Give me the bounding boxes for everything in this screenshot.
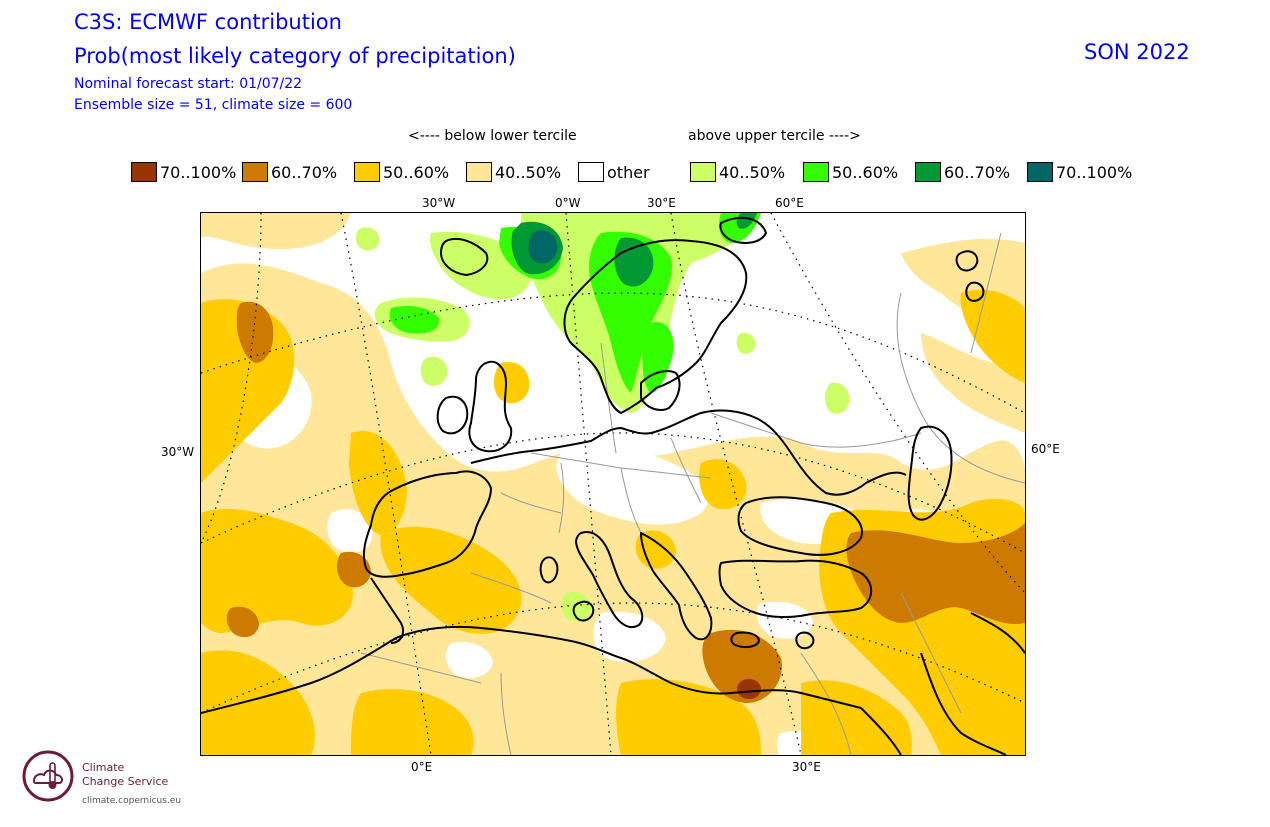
forecast-map-canvas [201, 213, 1025, 755]
below-70-100-region [737, 679, 761, 699]
below-60-70-region [226, 301, 1025, 703]
legend-item: 40..50% [466, 160, 561, 184]
logo-name-line1: Climate [82, 761, 125, 774]
coastlines [201, 216, 1025, 755]
legend-item: 40..50% [690, 160, 785, 184]
season-label: SON 2022 [1084, 40, 1190, 64]
legend-swatch [1027, 162, 1053, 182]
axis-label-top: 30°W [422, 196, 456, 210]
below-50-60-region [201, 289, 1025, 755]
legend-item: 60..70% [242, 160, 337, 184]
color-legend: 70..100% 60..70% 50..60% 40..50% other 4… [0, 160, 1270, 184]
legend-label: 40..50% [495, 162, 562, 182]
legend-item: 70..100% [1027, 160, 1132, 184]
legend-swatch [242, 162, 268, 182]
legend-label: 70..100% [1056, 162, 1133, 182]
ensemble-size: Ensemble size = 51, climate size = 600 [74, 97, 353, 113]
legend-swatch [690, 162, 716, 182]
legend-label: 50..60% [383, 162, 450, 182]
thermometer-cloud-icon [22, 750, 74, 802]
axis-label-top: 0°W [555, 196, 581, 210]
above-70-100-region [528, 230, 558, 264]
legend-item: 50..60% [803, 160, 898, 184]
above-tercile-label: above upper tercile ----> [688, 128, 861, 144]
map-title-line2: Prob(most likely category of precipitati… [74, 44, 516, 68]
legend-label: 50..60% [832, 162, 899, 182]
legend-item: 50..60% [354, 160, 449, 184]
legend-item: 70..100% [131, 160, 236, 184]
legend-label: other [607, 162, 650, 182]
legend-swatch [466, 162, 492, 182]
axis-label-left: 30°W [161, 445, 195, 459]
map-title-line1: C3S: ECMWF contribution [74, 10, 342, 34]
legend-swatch [131, 162, 157, 182]
forecast-map [200, 212, 1026, 756]
legend-swatch [803, 162, 829, 182]
axis-label-top: 30°E [647, 196, 676, 210]
legend-label: 60..70% [944, 162, 1011, 182]
axis-label-right: 60°E [1031, 442, 1060, 456]
axis-label-bottom: 30°E [792, 760, 821, 774]
copernicus-logo: Climate Change Service climate.copernicu… [20, 745, 200, 815]
legend-swatch [578, 162, 604, 182]
logo-name-line2: Change Service [82, 775, 169, 788]
legend-swatch [915, 162, 941, 182]
legend-label: 70..100% [160, 162, 237, 182]
graticule [201, 213, 1025, 755]
legend-label: 60..70% [271, 162, 338, 182]
axis-label-top: 60°E [775, 196, 804, 210]
logo-url[interactable]: climate.copernicus.eu [82, 796, 182, 806]
below-tercile-label: <---- below lower tercile [408, 128, 577, 144]
forecast-start: Nominal forecast start: 01/07/22 [74, 76, 303, 92]
legend-label: 40..50% [719, 162, 786, 182]
legend-item: other [578, 160, 650, 184]
axis-label-bottom: 0°E [411, 760, 433, 774]
legend-item: 60..70% [915, 160, 1010, 184]
legend-swatch [354, 162, 380, 182]
